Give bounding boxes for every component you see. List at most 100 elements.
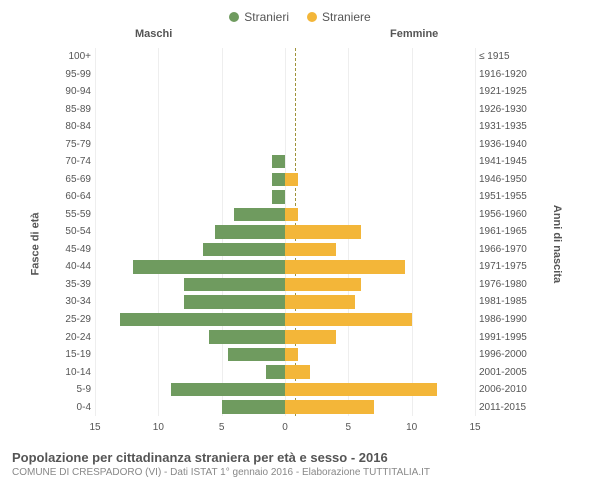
age-label: 0-4 [55, 402, 95, 413]
birth-year-label: 1916-1920 [475, 69, 535, 80]
birth-year-label: 1956-1960 [475, 209, 535, 220]
age-label: 85-89 [55, 104, 95, 115]
birth-year-label: 1961-1965 [475, 226, 535, 237]
age-label: 95-99 [55, 69, 95, 80]
pyramid-row: 75-791936-1940 [55, 136, 535, 154]
birth-year-label: 1951-1955 [475, 191, 535, 202]
age-label: 35-39 [55, 279, 95, 290]
age-label: 100+ [55, 51, 95, 62]
male-column-header: Maschi [135, 28, 172, 40]
x-tick-label: 10 [406, 422, 417, 433]
x-tick-label: 0 [282, 422, 288, 433]
pyramid-row: 95-99 1916-1920 [55, 66, 535, 84]
birth-year-label: 1971-1975 [475, 261, 535, 272]
row-bars [95, 48, 475, 66]
male-bar [120, 313, 285, 326]
male-bar [234, 208, 285, 221]
legend-label-male: Stranieri [244, 10, 289, 24]
male-bar [272, 173, 285, 186]
age-label: 40-44 [55, 261, 95, 272]
row-bars [95, 188, 475, 206]
age-label: 45-49 [55, 244, 95, 255]
row-bars [95, 66, 475, 84]
male-bar [272, 190, 285, 203]
female-bar [285, 330, 336, 343]
row-bars [95, 258, 475, 276]
male-bar [222, 400, 285, 413]
row-bars [95, 328, 475, 346]
pyramid-row: 20-241991-1995 [55, 328, 535, 346]
row-bars [95, 206, 475, 224]
female-bar [285, 348, 298, 361]
age-label: 10-14 [55, 367, 95, 378]
row-bars [95, 118, 475, 136]
pyramid-row: 70-74 1941-1945 [55, 153, 535, 171]
pyramid-rows: 100+≤ 1915 95-99 1916-1920 90-94 1921-1925 85… [55, 48, 535, 416]
row-bars [95, 83, 475, 101]
pyramid-row: 45-49 1966-1970 [55, 241, 535, 259]
row-bars [95, 381, 475, 399]
pyramid-row: 10-142001-2005 [55, 363, 535, 381]
x-tick-label: 10 [153, 422, 164, 433]
pyramid-row: 60-64 1951-1955 [55, 188, 535, 206]
row-bars [95, 276, 475, 294]
row-bars [95, 311, 475, 329]
age-label: 5-9 [55, 384, 95, 395]
row-bars [95, 171, 475, 189]
female-bar [285, 295, 355, 308]
male-bar [209, 330, 285, 343]
birth-year-label: 1996-2000 [475, 349, 535, 360]
row-bars [95, 223, 475, 241]
female-bar [285, 208, 298, 221]
male-bar [133, 260, 285, 273]
birth-year-label: 1986-1990 [475, 314, 535, 325]
birth-year-label: 1976-1980 [475, 279, 535, 290]
pyramid-row: 30-341981-1985 [55, 293, 535, 311]
pyramid-row: 100+≤ 1915 [55, 48, 535, 66]
male-bar [203, 243, 285, 256]
pyramid-row: 65-691946-1950 [55, 171, 535, 189]
birth-year-label: 1991-1995 [475, 332, 535, 343]
caption-title: Popolazione per cittadinanza straniera p… [12, 450, 590, 465]
male-bar [184, 295, 285, 308]
row-bars [95, 241, 475, 259]
pyramid-row: 15-191996-2000 [55, 346, 535, 364]
birth-year-label: 1921-1925 [475, 86, 535, 97]
row-bars [95, 101, 475, 119]
chart-caption: Popolazione per cittadinanza straniera p… [0, 444, 600, 478]
male-bar [184, 278, 285, 291]
pyramid-row: 5-9 2006-2010 [55, 381, 535, 399]
pyramid-row: 90-94 1921-1925 [55, 83, 535, 101]
age-label: 50-54 [55, 226, 95, 237]
male-bar [272, 155, 285, 168]
y-axis-right-title: Anni di nascita [551, 205, 563, 283]
birth-year-label: 2006-2010 [475, 384, 535, 395]
pyramid-row: 50-54 1961-1965 [55, 223, 535, 241]
legend-label-female: Straniere [322, 10, 371, 24]
age-label: 90-94 [55, 86, 95, 97]
pyramid-row: 25-291986-1990 [55, 311, 535, 329]
female-bar [285, 400, 374, 413]
birth-year-label: 2011-2015 [475, 402, 535, 413]
pyramid-row: 40-44 1971-1975 [55, 258, 535, 276]
caption-subtitle: COMUNE DI CRESPADORO (VI) - Dati ISTAT 1… [12, 467, 590, 478]
birth-year-label: 1941-1945 [475, 156, 535, 167]
row-bars [95, 398, 475, 416]
birth-year-label: 1966-1970 [475, 244, 535, 255]
female-bar [285, 313, 412, 326]
female-bar [285, 243, 336, 256]
x-tick-label: 15 [469, 422, 480, 433]
row-bars [95, 293, 475, 311]
age-label: 70-74 [55, 156, 95, 167]
swatch-male [229, 12, 239, 22]
population-pyramid-chart: Stranieri Straniere Maschi Femmine Fasce… [0, 0, 600, 500]
x-tick-label: 5 [346, 422, 352, 433]
age-label: 75-79 [55, 139, 95, 150]
pyramid-row: 55-591956-1960 [55, 206, 535, 224]
age-label: 60-64 [55, 191, 95, 202]
male-bar [171, 383, 285, 396]
female-bar [285, 383, 437, 396]
row-bars [95, 153, 475, 171]
pyramid-row: 85-891926-1930 [55, 101, 535, 119]
legend: Stranieri Straniere [0, 10, 600, 24]
